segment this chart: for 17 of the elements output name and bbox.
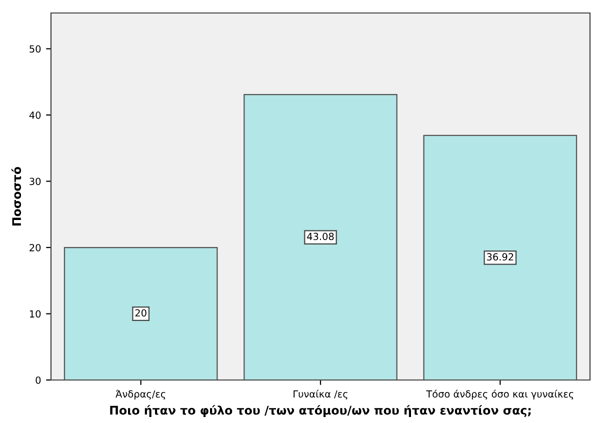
y-tick-label: 50 — [30, 45, 41, 53]
y-tick-label: 30 — [30, 178, 41, 186]
bar — [244, 94, 398, 380]
x-tick-label: Τόσο άνδρες όσο και γυναίκες — [426, 390, 574, 400]
x-tick-label: Άνδρας/ες — [116, 390, 166, 400]
data-label: 20 — [135, 309, 146, 317]
bar — [64, 246, 218, 380]
bar — [423, 134, 578, 380]
data-label: 43.08 — [307, 232, 334, 240]
data-label: 36.92 — [486, 253, 514, 261]
y-tick-label: 20 — [30, 244, 41, 252]
x-tick-label: Γυναίκα /ες — [294, 390, 348, 400]
x-axis-title: Ποιο ήταν το φύλο του /των ατόμου/ων που ήταν εναντίον σας; — [110, 405, 531, 418]
y-tick-label: 10 — [30, 310, 41, 318]
y-tick-label: 40 — [29, 111, 41, 119]
y-tick-label: 0 — [36, 376, 41, 384]
y-axis-title: Ποσοστό — [11, 166, 22, 226]
